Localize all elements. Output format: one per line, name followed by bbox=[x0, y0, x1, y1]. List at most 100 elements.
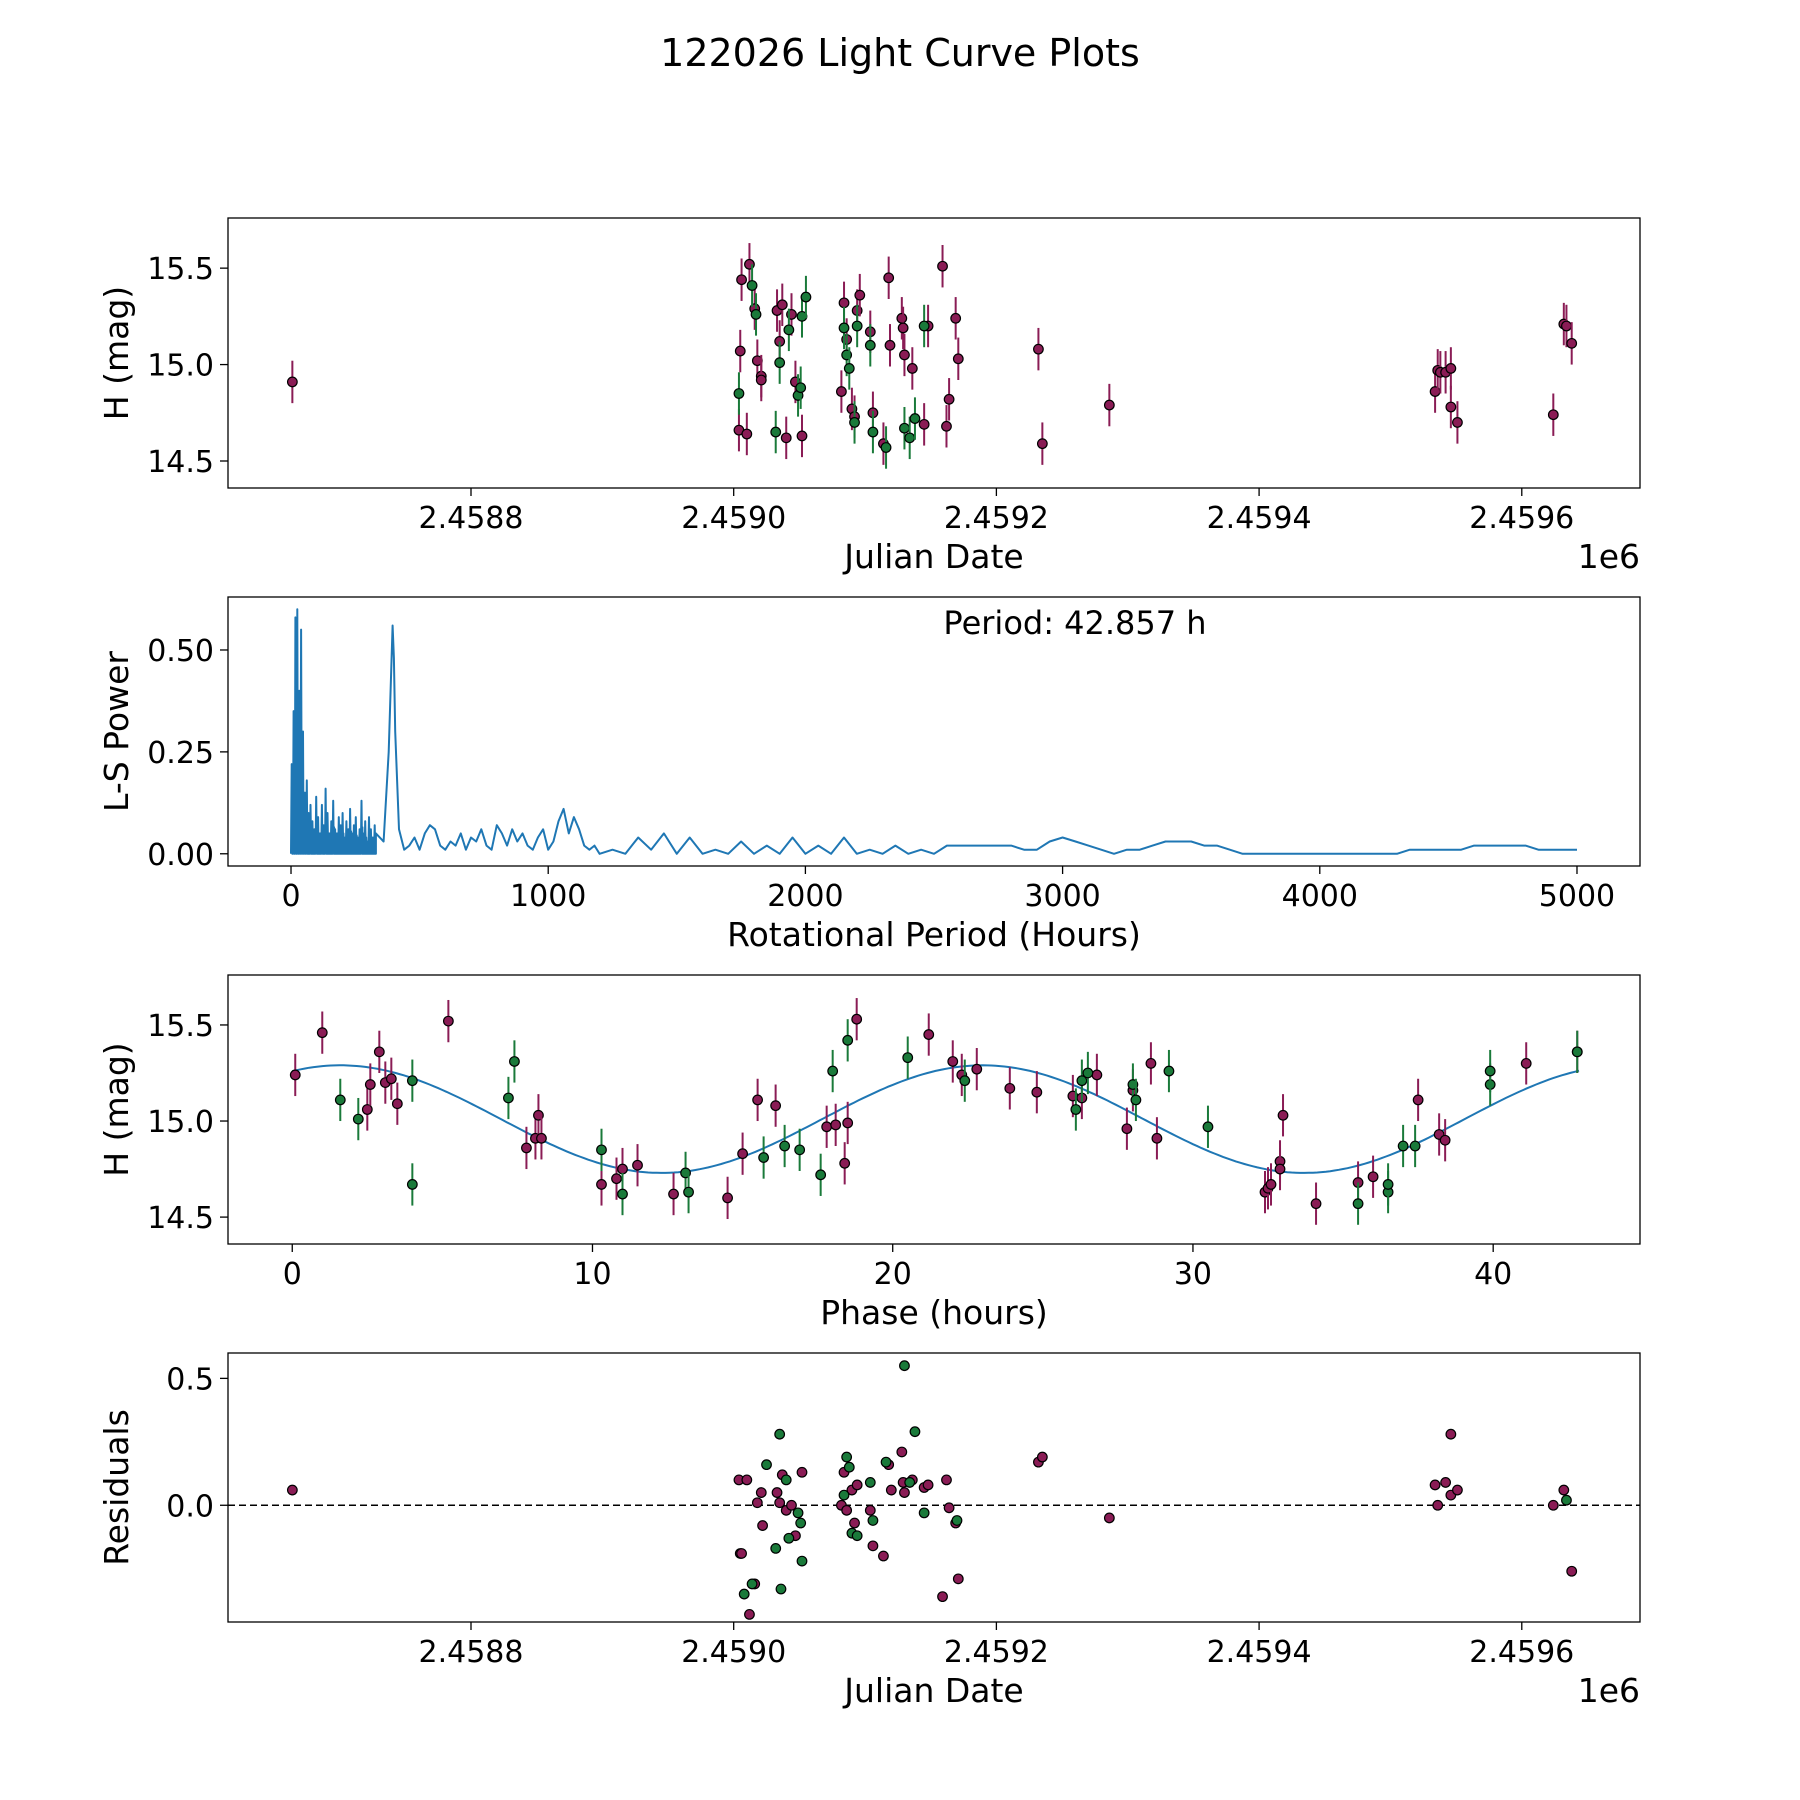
data-point bbox=[909, 1426, 921, 1438]
data-point bbox=[1277, 1109, 1289, 1121]
data-point bbox=[1566, 1565, 1578, 1577]
data-point bbox=[1036, 438, 1048, 450]
data-point bbox=[334, 1094, 346, 1106]
data-point bbox=[884, 339, 896, 351]
data-point bbox=[683, 1186, 694, 1198]
data-point bbox=[1070, 1104, 1082, 1115]
data-point bbox=[780, 1474, 792, 1486]
data-point bbox=[632, 1159, 643, 1171]
data-point bbox=[815, 1169, 827, 1181]
data-point bbox=[1452, 417, 1463, 428]
data-point bbox=[951, 1515, 963, 1526]
data-point bbox=[771, 1487, 783, 1498]
y-tick-label: 15.0 bbox=[147, 1105, 214, 1140]
data-point bbox=[442, 1015, 454, 1027]
x-offset-label: 1e6 bbox=[1578, 1671, 1640, 1710]
data-point bbox=[1163, 1065, 1175, 1077]
data-point bbox=[842, 1034, 854, 1046]
data-point bbox=[952, 353, 964, 365]
data-point bbox=[736, 1548, 747, 1559]
data-point bbox=[827, 1065, 839, 1077]
data-point bbox=[761, 1459, 772, 1471]
data-point bbox=[841, 1451, 853, 1463]
data-point bbox=[835, 386, 847, 397]
data-point bbox=[830, 1119, 842, 1131]
plot-area bbox=[290, 608, 1577, 855]
data-point bbox=[286, 1484, 298, 1496]
x-tick-label: 2.4590 bbox=[681, 501, 786, 536]
x-tick-label: 0 bbox=[281, 879, 300, 914]
x-tick-label: 10 bbox=[573, 1257, 611, 1292]
data-point bbox=[373, 1046, 385, 1058]
data-point bbox=[783, 1532, 795, 1544]
x-tick-label: 3000 bbox=[1024, 879, 1100, 914]
data-point bbox=[1130, 1094, 1142, 1106]
data-point bbox=[1445, 363, 1457, 374]
y-tick-label: 0.50 bbox=[147, 634, 214, 669]
data-point bbox=[904, 1477, 916, 1488]
data-point bbox=[923, 1029, 935, 1040]
data-point bbox=[755, 374, 767, 386]
data-point bbox=[838, 322, 850, 334]
data-point bbox=[1432, 1499, 1444, 1511]
x-axis-label: Julian Date bbox=[842, 1671, 1024, 1710]
data-point bbox=[971, 1063, 983, 1075]
data-point bbox=[536, 1132, 547, 1144]
data-point bbox=[780, 432, 792, 444]
data-point bbox=[918, 1507, 930, 1519]
data-point bbox=[1520, 1057, 1532, 1069]
data-point bbox=[770, 1100, 782, 1112]
data-point bbox=[1409, 1140, 1421, 1152]
series-g bbox=[738, 1360, 1572, 1600]
data-point bbox=[1566, 337, 1578, 349]
data-point bbox=[1445, 1428, 1457, 1440]
data-point bbox=[922, 1479, 934, 1491]
data-point bbox=[864, 339, 876, 351]
y-tick-label: 15.5 bbox=[147, 252, 214, 287]
data-point bbox=[1558, 1484, 1570, 1496]
x-tick-label: 4000 bbox=[1282, 879, 1358, 914]
y-axis-label: L-S Power bbox=[97, 651, 136, 812]
data-point bbox=[668, 1188, 679, 1200]
y-tick-label: 15.0 bbox=[147, 349, 214, 384]
data-point bbox=[1429, 1479, 1441, 1491]
y-tick-label: 15.5 bbox=[147, 1009, 214, 1044]
data-point bbox=[734, 345, 746, 357]
panel-periodogram: 0 1000 2000 3000 4000 5000 0.00 0.25 0.50 Rotatio… bbox=[97, 596, 1641, 954]
data-point bbox=[842, 1117, 854, 1129]
data-point bbox=[286, 376, 298, 388]
data-point bbox=[722, 1192, 733, 1204]
y-tick-label: 14.5 bbox=[147, 445, 214, 480]
y-tick-label: 0.0 bbox=[166, 1489, 214, 1524]
data-point bbox=[867, 426, 879, 438]
data-point bbox=[841, 1504, 853, 1516]
data-point bbox=[1445, 401, 1457, 413]
data-point bbox=[899, 1360, 910, 1372]
axes-frame bbox=[227, 974, 1641, 1245]
periodogram-line bbox=[290, 608, 1577, 855]
data-point bbox=[941, 420, 952, 432]
data-point bbox=[1571, 1046, 1583, 1058]
x-tick-label: 5000 bbox=[1539, 879, 1615, 914]
period-annotation: Period: 42.857 h bbox=[943, 604, 1206, 642]
data-point bbox=[751, 1497, 763, 1509]
series-g bbox=[733, 264, 930, 469]
axes-frame bbox=[227, 217, 1641, 489]
data-point bbox=[854, 289, 866, 301]
plot-area bbox=[286, 243, 1578, 469]
x-tick-label: 2.4588 bbox=[419, 501, 524, 536]
data-point bbox=[878, 1550, 889, 1562]
y-tick-label: 0.00 bbox=[147, 838, 214, 873]
data-point bbox=[851, 320, 863, 332]
x-tick-label: 2.4592 bbox=[944, 501, 1049, 536]
series-r bbox=[286, 243, 1578, 465]
data-point bbox=[775, 1583, 787, 1595]
data-point bbox=[746, 1578, 758, 1590]
data-point bbox=[918, 418, 930, 430]
data-point bbox=[1561, 1494, 1572, 1506]
data-point bbox=[950, 312, 962, 324]
x-tick-label: 2.4594 bbox=[1207, 1635, 1312, 1670]
data-point bbox=[1274, 1163, 1286, 1175]
x-tick-label: 1000 bbox=[510, 879, 586, 914]
data-point bbox=[391, 1098, 403, 1110]
